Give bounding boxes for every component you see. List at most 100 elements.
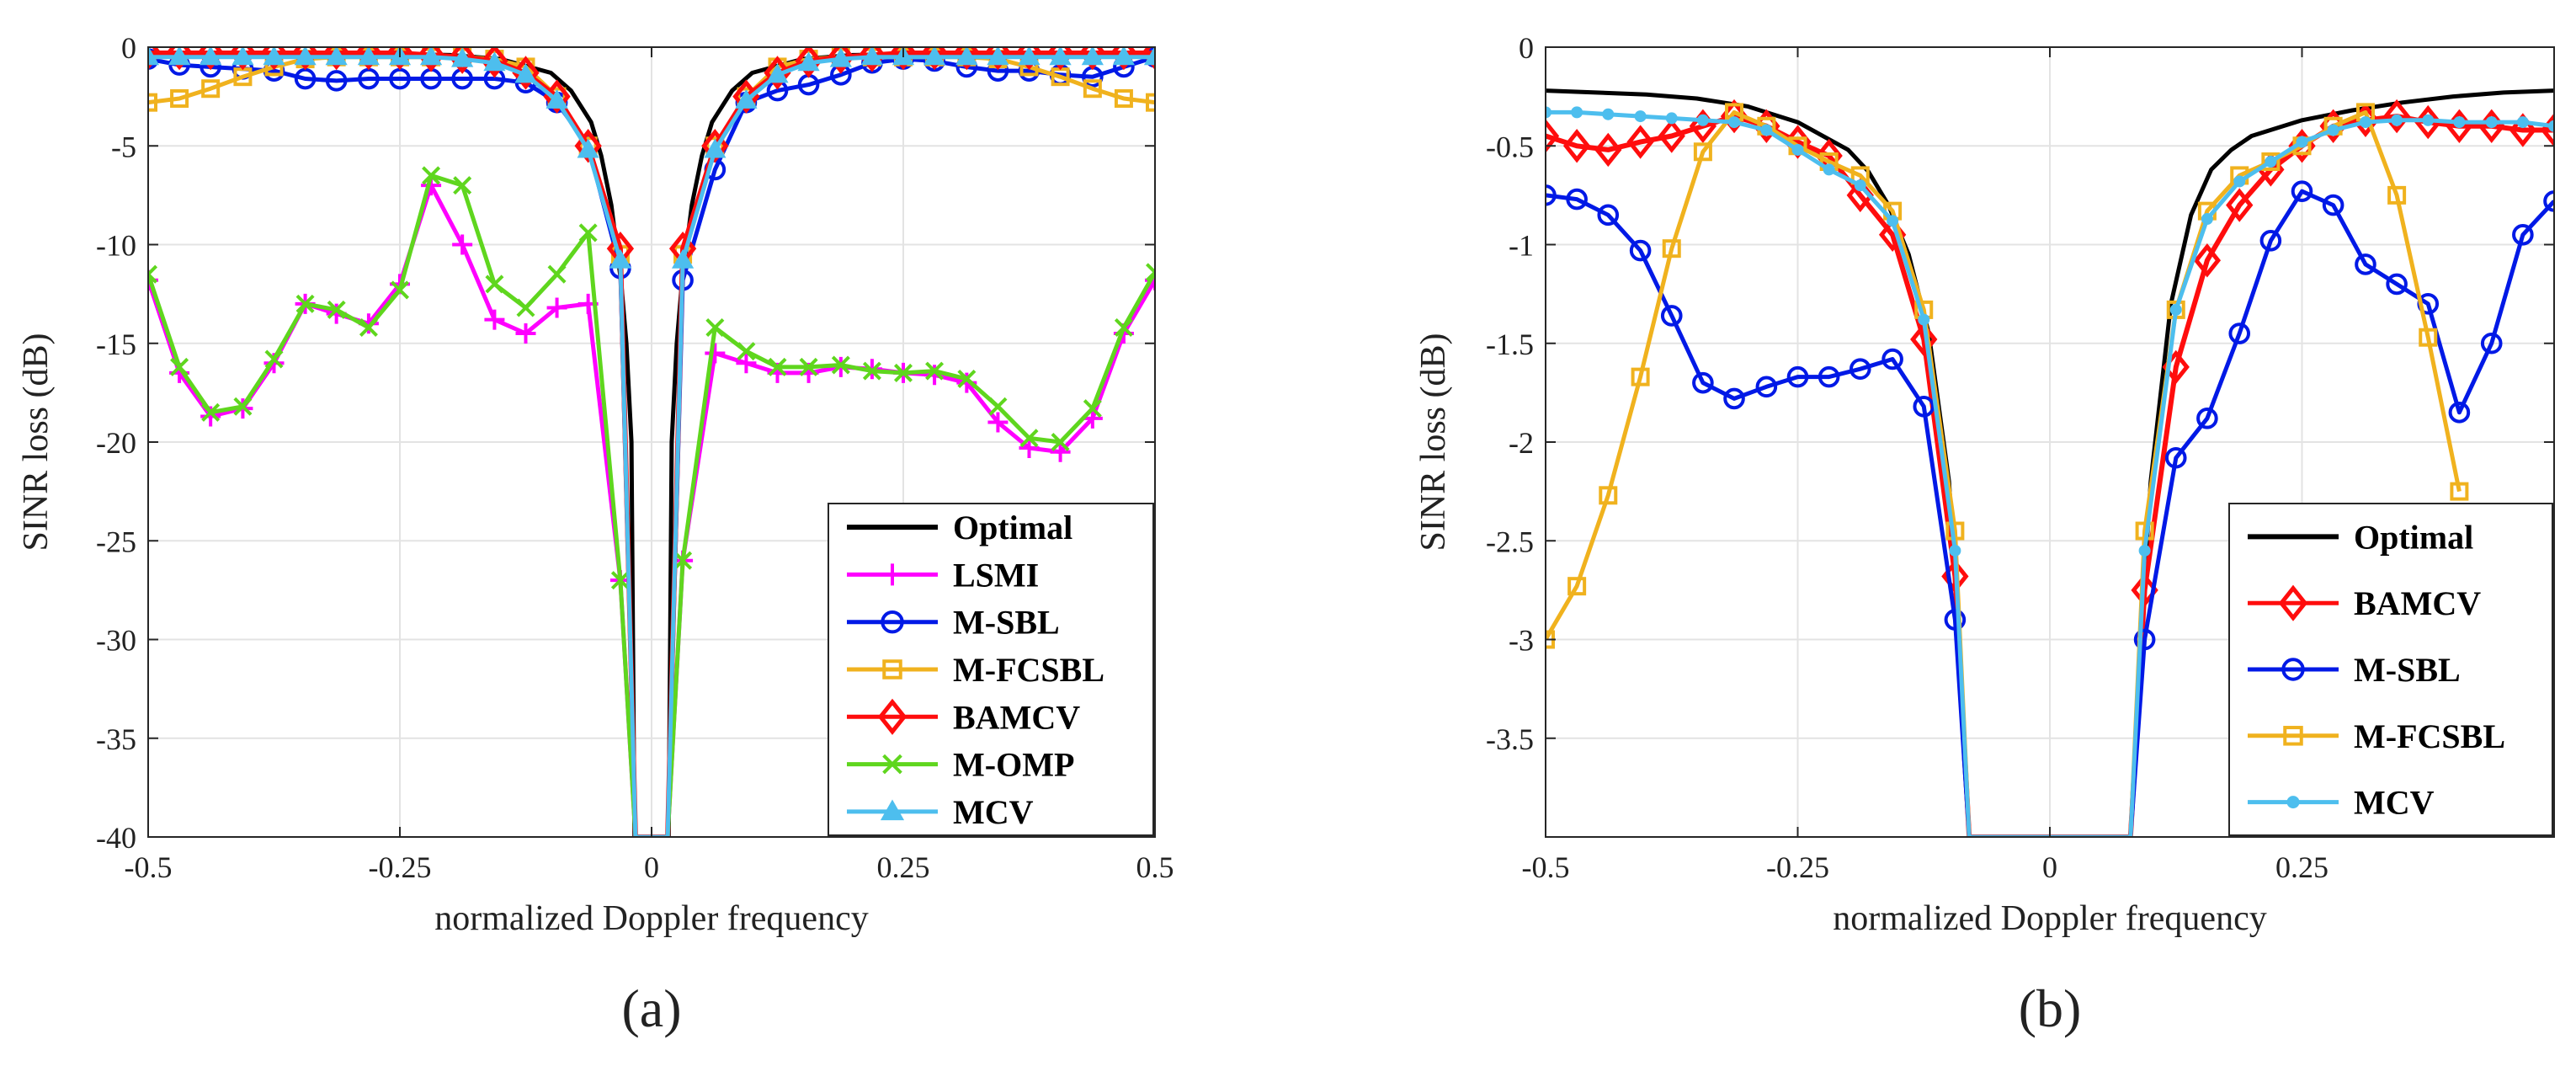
data-point-mcv <box>168 47 191 66</box>
series-m-omp <box>148 166 1155 837</box>
data-point-m-omp <box>957 369 977 388</box>
data-point-mcv <box>2233 175 2246 188</box>
data-point-bamcv <box>984 47 1012 71</box>
legend-marker-m-sbl <box>2281 658 2305 681</box>
data-point-mcv <box>671 248 695 269</box>
data-point-mcv <box>1728 116 1741 129</box>
data-point-m-omp <box>578 223 598 243</box>
data-point-bamcv <box>448 47 476 74</box>
data-point-m-fcsbl <box>1631 367 1650 386</box>
data-point-mcv <box>1018 47 1041 66</box>
data-point-m-sbl <box>1849 358 1871 381</box>
data-point-mcv <box>1823 163 1835 176</box>
data-point-m-omp <box>1114 317 1133 338</box>
legend-item-bamcv: BAMCV <box>847 698 1080 736</box>
data-point-mcv <box>200 47 222 66</box>
data-point-bamcv <box>354 47 383 71</box>
data-point-bamcv <box>2509 113 2537 147</box>
data-point-lsmi <box>484 309 505 330</box>
data-point-m-omp <box>233 397 253 416</box>
legend-label: M-SBL <box>953 604 1060 642</box>
data-point-m-sbl <box>1566 188 1588 211</box>
data-point-m-omp <box>295 294 315 313</box>
y-tick-label: -2 <box>1509 426 1534 460</box>
data-point-mcv <box>2327 124 2339 136</box>
legend-item-optimal: Optimal <box>847 509 1072 546</box>
series-line-bamcv <box>1546 114 2554 837</box>
data-point-bamcv <box>481 47 508 78</box>
y-axis-label: SINR loss (dB) <box>1414 333 1453 551</box>
data-point-m-fcsbl <box>170 88 189 108</box>
legend-marker-m-fcsbl <box>2283 726 2303 746</box>
data-point-mcv <box>1854 179 1866 192</box>
x-axis-label: normalized Doppler frequency <box>1833 899 2266 938</box>
data-point-bamcv <box>148 47 162 71</box>
legend-label: M-FCSBL <box>2354 717 2505 755</box>
data-point-m-omp <box>359 317 378 338</box>
data-point-bamcv <box>291 47 319 71</box>
data-point-bamcv <box>827 47 855 74</box>
data-point-m-omp <box>831 355 850 375</box>
legend-item-mcv: MCV <box>847 793 1034 831</box>
data-point-bamcv <box>229 47 257 71</box>
data-point-m-sbl <box>1692 371 1714 394</box>
data-point-mcv <box>263 47 285 66</box>
data-point-m-omp <box>1083 399 1102 418</box>
data-point-m-omp <box>705 317 725 338</box>
y-tick-label: -3.5 <box>1486 722 1534 756</box>
data-point-m-sbl <box>325 70 348 92</box>
data-point-lsmi <box>515 323 536 344</box>
data-point-mcv <box>2265 156 2277 168</box>
y-tick-label: -1 <box>1509 229 1534 263</box>
y-tick-label: 0 <box>1519 31 1534 65</box>
data-point-m-fcsbl <box>1599 486 1618 505</box>
legend-marker-m-omp <box>882 754 902 775</box>
legend-item-m-sbl: M-SBL <box>2248 651 2461 689</box>
data-point-m-sbl <box>2355 253 2376 275</box>
legend-label: BAMCV <box>2354 584 2481 622</box>
data-point-mcv <box>325 47 348 66</box>
data-point-mcv <box>2201 213 2213 226</box>
data-point-m-fcsbl <box>2419 328 2438 347</box>
data-point-m-fcsbl <box>2450 482 2469 501</box>
legend-label: LSMI <box>953 556 1039 594</box>
legend-item-optimal: Optimal <box>2248 518 2473 556</box>
data-point-mcv <box>2169 303 2182 316</box>
data-point-m-sbl <box>1629 239 1652 262</box>
data-point-bamcv <box>858 47 886 72</box>
data-point-m-fcsbl <box>1083 79 1102 99</box>
data-point-m-sbl <box>1818 365 1840 388</box>
data-point-m-fcsbl <box>148 93 157 112</box>
data-point-lsmi <box>452 234 473 255</box>
data-point-mcv <box>2422 114 2435 126</box>
x-tick-label: 0 <box>644 850 659 884</box>
data-point-bamcv <box>2382 99 2411 134</box>
legend-marker-bamcv <box>877 698 907 735</box>
data-point-lsmi <box>736 353 757 374</box>
data-point-m-sbl <box>2386 273 2408 296</box>
legend-label: Optimal <box>2354 518 2473 556</box>
data-point-mcv <box>483 51 506 72</box>
data-point-bamcv <box>1015 47 1043 71</box>
legend-marker-bamcv <box>2278 584 2308 621</box>
data-point-mcv <box>1760 124 1773 136</box>
data-point-bamcv <box>2414 104 2442 140</box>
legend-marker-mcv <box>2286 796 2300 809</box>
series-line-m-sbl <box>148 55 1155 837</box>
data-point-m-sbl <box>2164 446 2187 469</box>
data-point-m-sbl <box>2480 332 2503 354</box>
data-point-mcv <box>735 88 758 109</box>
legend: Optimal BAMCV M-SBL M-FCSBL MCV <box>2228 503 2553 836</box>
data-point-m-sbl <box>1786 365 1809 388</box>
data-point-m-omp <box>737 342 756 361</box>
series-group <box>1546 88 2554 837</box>
data-point-mcv <box>1696 114 1709 126</box>
data-point-m-sbl <box>1944 609 1967 631</box>
data-point-m-omp <box>485 274 504 294</box>
y-tick-label: -40 <box>96 821 136 855</box>
data-point-bamcv <box>512 56 540 90</box>
series-group <box>148 47 1155 837</box>
data-point-bamcv <box>795 47 822 78</box>
legend-item-bamcv: BAMCV <box>2248 584 2481 622</box>
data-point-m-omp <box>264 349 284 369</box>
